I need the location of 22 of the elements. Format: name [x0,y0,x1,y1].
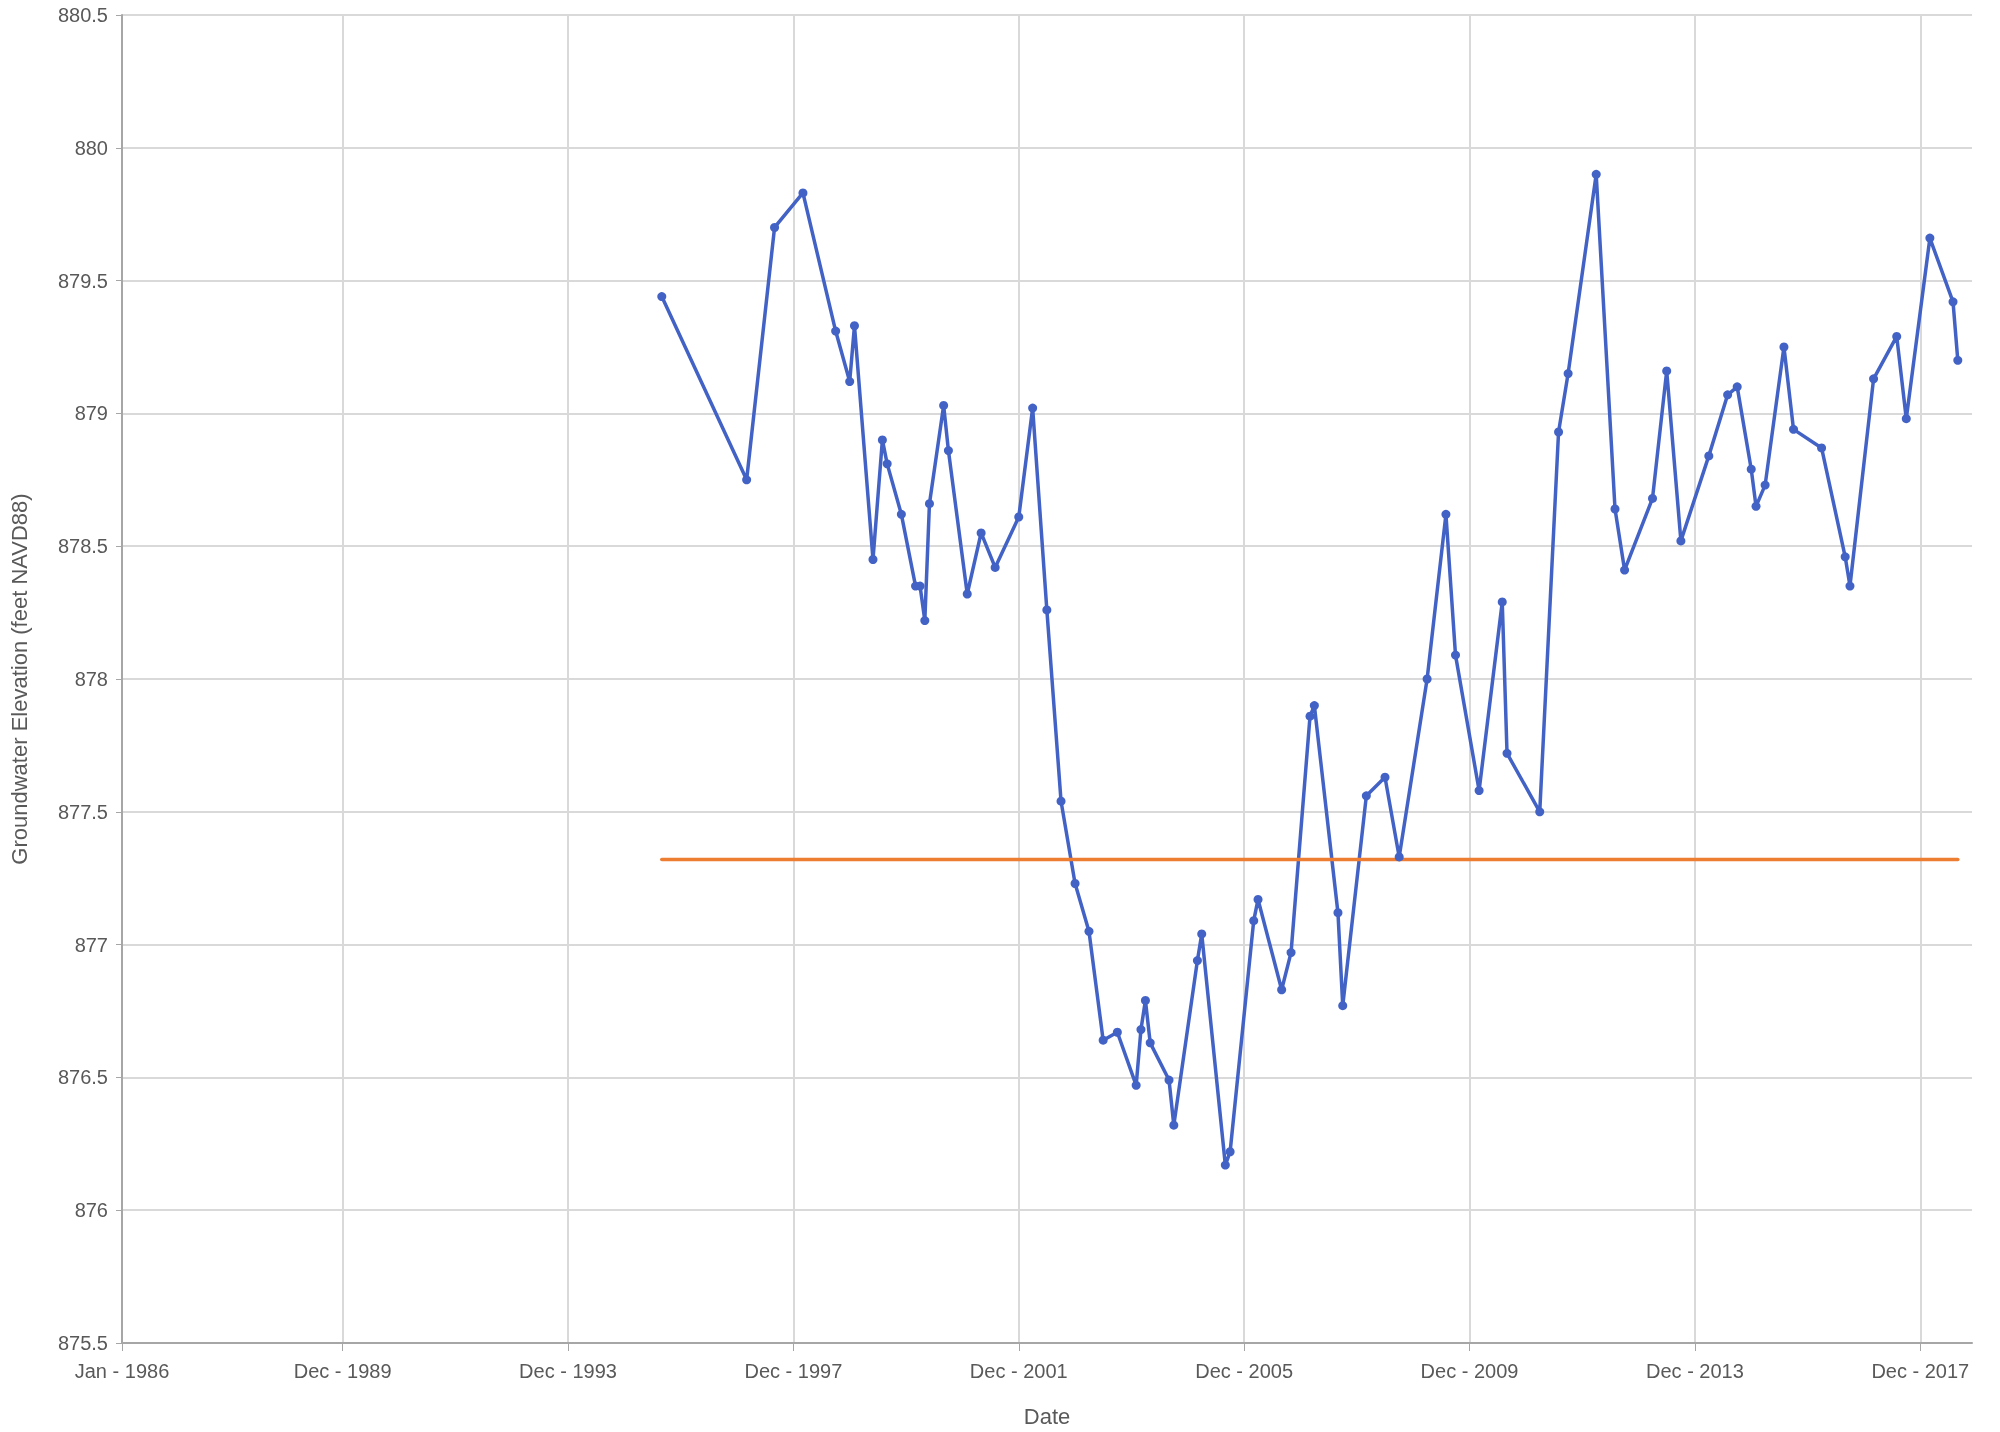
x-tick-label: Dec - 1993 [519,1360,617,1382]
y-tick-label: 880.5 [57,4,108,26]
y-tick-label: 879.5 [57,269,108,292]
x-tick-label: Dec - 1989 [293,1360,392,1382]
x-tick-label: Dec - 2005 [1195,1360,1294,1382]
y-tick-label: 876.5 [57,1066,108,1089]
y-tick-label: 877.5 [57,800,108,823]
x-axis-title: Date [1023,1403,1071,1429]
x-tick-label: Dec - 2017 [1871,1360,1970,1382]
y-tick-label: 878 [74,668,108,690]
x-tick-label: Dec - 1997 [744,1360,843,1382]
x-tick-label: Dec - 2001 [969,1360,1068,1382]
y-tick-label: 878.5 [57,535,108,558]
x-tick-label: Dec - 2009 [1420,1360,1519,1382]
y-axis-title: Groundwater Elevation (feet NAVD88) [6,493,32,865]
y-tick-label: 876 [74,1199,108,1222]
y-tick-label: 879 [74,402,108,425]
x-tick-label: Dec - 2013 [1646,1360,1744,1382]
y-tick-label: 877 [74,933,108,956]
y-tick-label: 875.5 [57,1332,108,1354]
y-tick-label: 880 [74,136,108,159]
x-tick-label: Jan - 1986 [74,1360,170,1382]
